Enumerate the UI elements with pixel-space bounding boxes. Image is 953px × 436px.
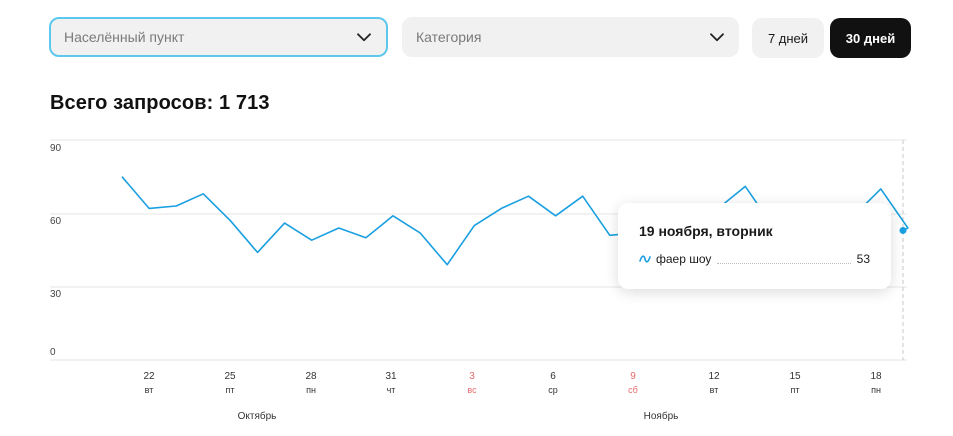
x-tick-weekday-label: вт: [710, 385, 719, 395]
x-tick-day-label: 12: [708, 371, 720, 382]
total-requests-heading: Всего запросов: 1 713: [50, 92, 270, 114]
x-tick-day-label: 15: [789, 371, 801, 382]
y-tick-label: 60: [50, 216, 62, 227]
tooltip-value: 53: [856, 252, 870, 266]
locality-select-placeholder: Населённый пункт: [64, 29, 185, 45]
y-tick-label: 90: [50, 143, 62, 154]
category-select-placeholder: Категория: [416, 29, 482, 45]
tooltip-series-row: фаер шоу 53: [639, 252, 870, 266]
x-tick-day-label: 22: [143, 371, 155, 382]
x-tick-day-label: 25: [224, 371, 236, 382]
period-30-days-button[interactable]: 30 дней: [830, 18, 911, 58]
y-axis: 90 60 30 0: [50, 143, 62, 358]
x-tick-day-label: 18: [870, 371, 882, 382]
x-tick-weekday-label: ср: [548, 385, 558, 395]
tooltip-date: 19 ноября, вторник: [639, 223, 773, 239]
category-select[interactable]: Категория: [402, 17, 739, 57]
chevron-down-icon: [356, 29, 372, 45]
x-tick-weekday-label: вт: [145, 385, 154, 395]
x-tick-day-label: 28: [305, 371, 317, 382]
tooltip-leader-dots: [717, 255, 851, 264]
tooltip-series-name: фаер шоу: [656, 252, 712, 266]
x-tick-day-label: 9: [630, 371, 636, 382]
highlight-point: [899, 226, 907, 234]
x-tick-day-label: 6: [550, 371, 556, 382]
month-labels: Октябрь Ноябрь: [238, 410, 679, 422]
x-tick-weekday-label: пн: [871, 385, 881, 395]
y-tick-label: 30: [50, 289, 62, 300]
x-axis: 22 вт 25 пт 28 пн 31 чт 3 вс 6 ср 9 сб 12 вт 15 пт 18 пн: [143, 371, 882, 395]
locality-select[interactable]: Населённый пункт: [49, 17, 388, 57]
x-tick-day-label: 31: [385, 371, 397, 382]
filters-bar: Населённый пункт Категория 7 дней 30 дне…: [49, 17, 911, 59]
chart-tooltip: 19 ноября, вторник фаер шоу 53: [618, 203, 891, 289]
x-tick-weekday-label: вс: [467, 385, 477, 395]
chevron-down-icon: [709, 29, 725, 45]
x-tick-weekday-label: сб: [628, 385, 638, 395]
x-tick-day-label: 3: [469, 371, 475, 382]
y-tick-label: 0: [50, 347, 56, 358]
period-7-days-button[interactable]: 7 дней: [752, 18, 824, 58]
x-tick-weekday-label: пт: [226, 385, 235, 395]
line-series-icon: [639, 254, 651, 264]
month-label: Ноябрь: [644, 410, 679, 422]
x-tick-weekday-label: чт: [387, 385, 396, 395]
month-label: Октябрь: [238, 410, 277, 422]
x-tick-weekday-label: пн: [306, 385, 316, 395]
x-tick-weekday-label: пт: [791, 385, 800, 395]
